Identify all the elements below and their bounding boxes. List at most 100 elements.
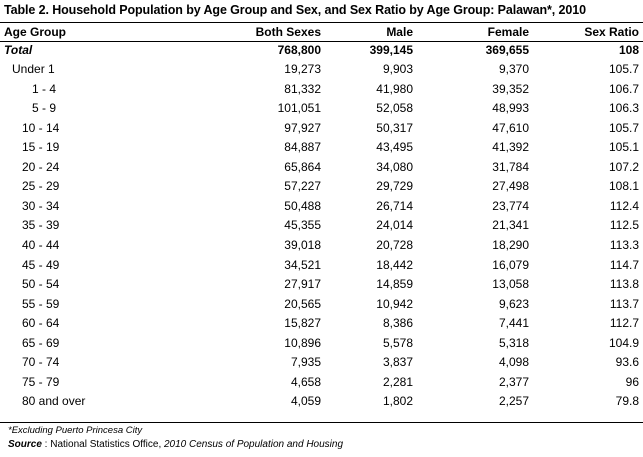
source-separator: : [41,439,51,450]
table-row: 25 - 29 57,227 29,729 27,498 108.1 [0,177,643,195]
table-row: 40 - 44 39,018 20,728 18,290 113.3 [0,236,643,254]
source-agency: National Statistics Office, [50,439,164,450]
female-cell: 4,098 [498,355,529,370]
bottom-rule [0,422,643,423]
total-label: Total [4,43,33,57]
female-cell: 23,774 [492,198,529,213]
sex-ratio-cell: 114.7 [609,257,639,272]
both-sexes-cell: 34,521 [284,257,321,272]
male-cell: 41,980 [376,81,413,96]
table-row: 35 - 39 45,355 24,014 21,341 112.5 [0,216,643,234]
male-cell: 3,837 [382,355,413,370]
table-row: 15 - 19 84,887 43,495 41,392 105.1 [0,138,643,156]
table-row: Under 1 19,273 9,903 9,370 105.7 [0,60,643,78]
female-cell: 5,318 [498,335,529,350]
table-row: 50 - 54 27,917 14,859 13,058 113.8 [0,275,643,293]
both-sexes-cell: 4,059 [290,394,321,409]
table-row: 45 - 49 34,521 18,442 16,079 114.7 [0,256,643,274]
age-group-cell: 75 - 79 [22,374,60,389]
female-cell: 2,257 [498,394,529,409]
age-group-cell: 1 - 4 [32,81,57,96]
sex-ratio-cell: 96 [625,374,639,389]
male-cell: 50,317 [376,120,413,135]
female-cell: 47,610 [492,120,529,135]
male-cell: 26,714 [376,198,413,213]
table-row: 65 - 69 10,896 5,578 5,318 104.9 [0,334,643,352]
male-cell: 20,728 [376,237,413,252]
age-group-cell: 5 - 9 [32,101,57,116]
sex-ratio-cell: 113.7 [609,296,639,311]
sex-ratio-cell: 106.7 [608,81,639,96]
header-age-group: Age Group [4,25,66,39]
sex-ratio-cell: 106.3 [608,101,639,116]
age-group-cell: 45 - 49 [22,257,60,272]
age-group-cell: 80 and over [22,394,86,409]
header-male: Male [386,25,413,39]
female-cell: 13,058 [492,277,529,292]
table-row: 55 - 59 20,565 10,942 9,623 113.7 [0,295,643,313]
male-cell: 24,014 [376,218,413,233]
both-sexes-cell: 81,332 [284,81,321,96]
total-both: 768,800 [277,43,321,57]
total-ratio: 108 [618,43,639,57]
table-row: 70 - 74 7,935 3,837 4,098 93.6 [0,353,643,371]
sex-ratio-cell: 105.7 [608,120,639,135]
both-sexes-cell: 4,658 [290,374,321,389]
header-female: Female [487,25,529,39]
female-cell: 7,441 [498,316,529,331]
table-row: 10 - 14 97,927 50,317 47,610 105.7 [0,119,643,137]
both-sexes-cell: 39,018 [284,237,321,252]
total-male: 399,145 [369,43,413,57]
both-sexes-cell: 84,887 [284,140,321,155]
female-cell: 9,370 [498,62,529,76]
female-cell: 31,784 [492,159,529,174]
sex-ratio-cell: 104.9 [608,335,639,350]
male-cell: 8,386 [382,316,413,331]
sex-ratio-cell: 113.3 [609,237,639,252]
male-cell: 52,058 [376,101,413,116]
sex-ratio-cell: 108.1 [608,179,639,194]
age-group-cell: 40 - 44 [22,237,60,252]
both-sexes-cell: 57,227 [284,179,321,194]
both-sexes-cell: 15,827 [284,316,321,331]
male-cell: 18,442 [376,257,413,272]
header-both-sexes: Both Sexes [255,25,321,39]
table-row: 5 - 9 101,051 52,058 48,993 106.3 [0,99,643,117]
table-row: 20 - 24 65,864 34,080 31,784 107.2 [0,158,643,176]
male-cell: 1,802 [382,394,413,409]
age-group-cell: 25 - 29 [22,179,60,194]
both-sexes-cell: 50,488 [284,198,321,213]
age-group-cell: 10 - 14 [22,120,60,135]
sex-ratio-cell: 112.7 [609,316,639,331]
female-cell: 21,341 [492,218,529,233]
table-row: 1 - 4 81,332 41,980 39,352 106.7 [0,80,643,98]
footnote: *Excluding Puerto Princesa City [8,425,143,436]
age-group-cell: 30 - 34 [22,198,60,213]
female-cell: 48,993 [492,101,529,116]
sex-ratio-cell: 112.4 [609,198,639,213]
sex-ratio-cell: 112.5 [609,218,639,233]
female-cell: 39,352 [492,81,529,96]
header-sex-ratio: Sex Ratio [584,25,639,39]
top-rule [0,22,643,23]
age-group-cell: 65 - 69 [22,335,60,350]
female-cell: 2,377 [498,374,529,389]
both-sexes-cell: 27,917 [284,277,321,292]
sex-ratio-cell: 105.1 [608,140,639,155]
female-cell: 9,623 [498,296,529,311]
source-label: Source [8,439,42,450]
both-sexes-cell: 20,565 [284,296,321,311]
both-sexes-cell: 10,896 [284,335,321,350]
both-sexes-cell: 45,355 [284,218,321,233]
both-sexes-cell: 65,864 [284,159,321,174]
female-cell: 27,498 [492,179,529,194]
header-row: Age Group Both Sexes Male Female Sex Rat… [0,23,643,41]
both-sexes-cell: 97,927 [284,120,321,135]
male-cell: 10,942 [376,296,413,311]
male-cell: 29,729 [376,179,413,194]
sex-ratio-cell: 105.7 [608,62,639,76]
source-line: Source : National Statistics Office, 201… [8,439,343,450]
sex-ratio-cell: 93.6 [615,355,639,370]
age-group-cell: Under 1 [12,62,55,76]
male-cell: 5,578 [382,335,413,350]
